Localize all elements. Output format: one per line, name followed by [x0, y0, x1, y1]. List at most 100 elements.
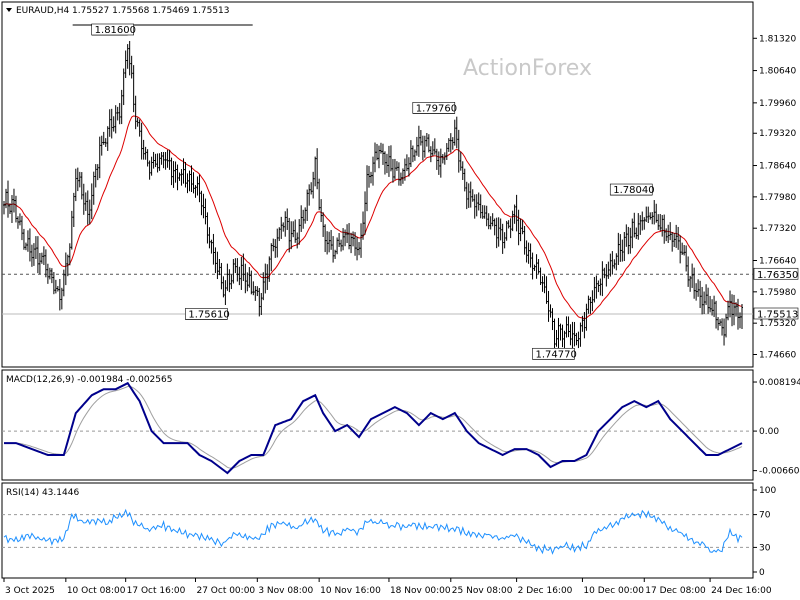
price-bar: [30, 244, 33, 267]
price-bar: [453, 119, 456, 146]
price-bar: [308, 184, 311, 206]
price-bar: [146, 149, 149, 167]
price-bar: [413, 149, 416, 161]
price-bar: [705, 284, 708, 305]
price-bar: [68, 243, 71, 266]
price-bar: [707, 287, 710, 314]
time-axis-label: 3 Nov 08:00: [258, 586, 313, 596]
collapse-arrow-icon[interactable]: [6, 8, 12, 12]
price-bar: [551, 308, 554, 331]
price-bar: [240, 256, 243, 290]
price-axis-label: 1.75980: [759, 288, 796, 298]
price-bar: [284, 211, 287, 237]
price-bar: [188, 170, 191, 192]
price-bar: [242, 253, 245, 282]
price-bar: [567, 316, 570, 338]
price-bar: [94, 164, 97, 188]
price-bar: [54, 279, 57, 294]
price-axis-label: 1.79960: [759, 99, 796, 109]
price-bar: [721, 318, 724, 336]
price-bar: [178, 172, 181, 181]
price-bar: [102, 131, 105, 145]
price-bar: [435, 148, 438, 170]
price-bar: [112, 116, 115, 132]
price-bar: [479, 194, 482, 219]
price-bar: [264, 263, 267, 294]
price-bar: [14, 195, 17, 223]
price-bar: [477, 192, 480, 211]
price-bar: [533, 264, 536, 271]
price-bar: [226, 263, 229, 291]
time-axis-label: 17 Oct 16:00: [127, 586, 186, 596]
price-bar: [525, 240, 528, 263]
price-bar: [66, 254, 69, 277]
price-bar: [709, 295, 712, 313]
price-bar: [198, 174, 201, 203]
price-bar: [383, 151, 386, 175]
price-bar: [120, 89, 123, 125]
price-bar: [316, 148, 319, 190]
price-bar: [473, 194, 476, 219]
price-bar: [423, 135, 426, 158]
price-bar: [314, 156, 317, 187]
price-bar: [174, 161, 177, 183]
price-bar: [158, 153, 161, 171]
price-bar: [713, 295, 716, 318]
price-bar: [489, 216, 492, 230]
price-bar: [272, 238, 275, 252]
price-bar: [320, 199, 323, 222]
price-bar: [312, 171, 315, 199]
price-axis-label: 1.77980: [759, 193, 796, 203]
price-bar: [342, 228, 345, 251]
price-bar: [395, 161, 398, 171]
moving-average-line: [3, 115, 743, 320]
price-bar: [8, 203, 11, 214]
price-bar: [621, 239, 624, 262]
price-bar: [180, 169, 183, 186]
price-bar: [385, 153, 388, 174]
price-bar: [182, 158, 185, 184]
price-bar: [196, 176, 199, 196]
level-line-label: 1.76350: [757, 270, 798, 281]
price-bar: [292, 221, 295, 238]
rsi-panel-frame: [1, 482, 754, 579]
price-bar: [34, 236, 37, 260]
time-axis-label: 17 Dec 08:00: [645, 586, 706, 596]
price-bar: [208, 227, 211, 249]
time-axis-label: 27 Oct 00:00: [196, 586, 255, 596]
price-bar: [671, 231, 674, 252]
price-bar: [334, 249, 337, 259]
time-axis-label: 10 Oct 08:00: [67, 586, 126, 596]
price-bar: [280, 216, 283, 239]
price-bar: [346, 224, 349, 243]
price-bar: [673, 233, 676, 247]
price-bar: [172, 161, 175, 188]
price-bar: [739, 312, 742, 329]
price-bar: [461, 161, 464, 181]
price-bar: [48, 267, 51, 280]
price-bar: [256, 286, 259, 297]
price-bar: [697, 279, 700, 297]
time-axis-label: 3 Oct 2025: [5, 586, 55, 596]
price-bar: [375, 143, 378, 161]
price-bar: [415, 136, 418, 156]
price-bar: [78, 171, 81, 188]
price-bar: [543, 274, 546, 294]
price-bar: [475, 194, 478, 217]
price-bar: [419, 130, 422, 146]
price-bar: [176, 164, 179, 191]
price-bar: [545, 276, 548, 304]
price-bar: [3, 201, 5, 215]
time-axis-label: 24 Dec 16:00: [711, 586, 772, 596]
price-bar: [573, 321, 576, 347]
price-bar: [471, 189, 474, 202]
price-bar: [104, 138, 107, 147]
price-bar: [248, 267, 251, 288]
price-bar: [294, 219, 297, 243]
price-bar: [703, 291, 706, 314]
price-bar: [455, 116, 458, 149]
time-axis-label: 2 Dec 16:00: [518, 586, 573, 596]
price-bar: [617, 232, 620, 265]
rsi-levels: [2, 514, 753, 548]
price-bar: [737, 298, 740, 330]
